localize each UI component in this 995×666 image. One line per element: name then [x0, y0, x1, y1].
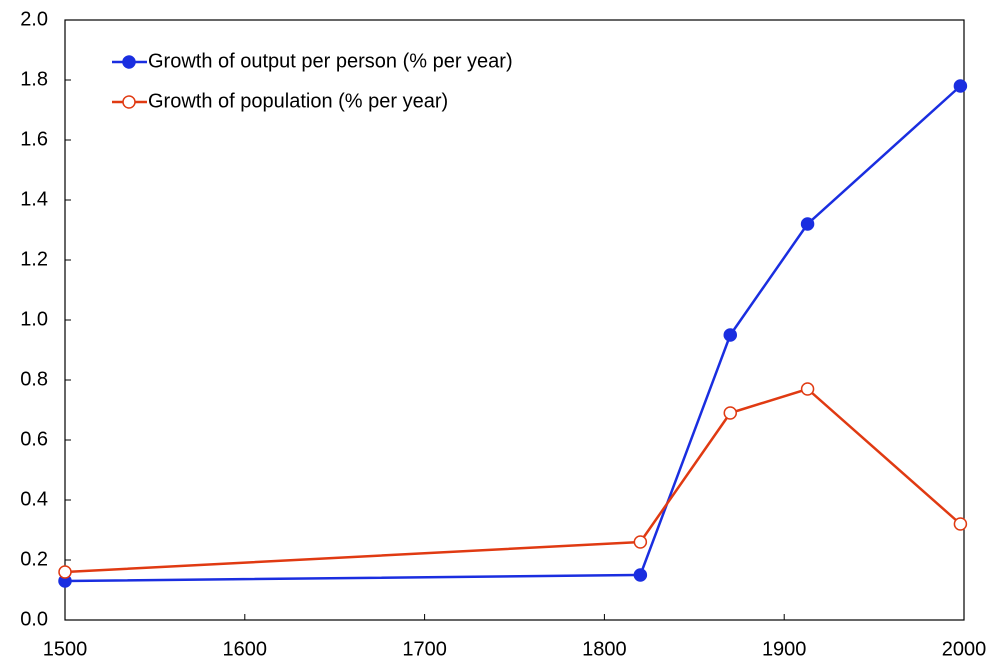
data-point — [58, 565, 72, 579]
x-tick-label: 1500 — [43, 638, 88, 660]
y-tick-label: 0.4 — [20, 488, 48, 510]
y-tick-label: 0.2 — [20, 548, 48, 570]
x-tick-label: 1700 — [402, 638, 447, 660]
legend-label: Growth of output per person (% per year) — [148, 50, 513, 72]
legend-label: Growth of population (% per year) — [148, 90, 448, 112]
data-point — [723, 328, 738, 342]
legend-marker — [122, 95, 136, 109]
data-point — [633, 535, 648, 549]
legend-marker — [122, 55, 136, 69]
x-tick-label: 1600 — [223, 638, 268, 660]
series-line — [64, 85, 962, 583]
y-tick-label: 1.6 — [20, 128, 48, 150]
y-tick-label: 2.0 — [20, 8, 48, 30]
data-point — [953, 517, 968, 531]
data-point — [800, 217, 815, 231]
data-point — [953, 79, 968, 93]
x-tick-label: 1900 — [762, 638, 807, 660]
x-tick-label: 1800 — [582, 638, 627, 660]
x-tick-label: 2000 — [942, 638, 987, 660]
y-tick-label: 0.6 — [20, 428, 48, 450]
y-tick-label: 1.2 — [20, 248, 48, 270]
data-point — [800, 382, 815, 396]
series-line — [64, 387, 962, 574]
y-tick-label: 0.0 — [20, 608, 48, 630]
y-tick-label: 1.0 — [20, 308, 48, 330]
data-point — [633, 568, 648, 582]
y-tick-label: 0.8 — [20, 368, 48, 390]
y-tick-label: 1.8 — [20, 68, 48, 90]
y-tick-label: 1.4 — [20, 188, 48, 210]
data-point — [723, 406, 738, 420]
